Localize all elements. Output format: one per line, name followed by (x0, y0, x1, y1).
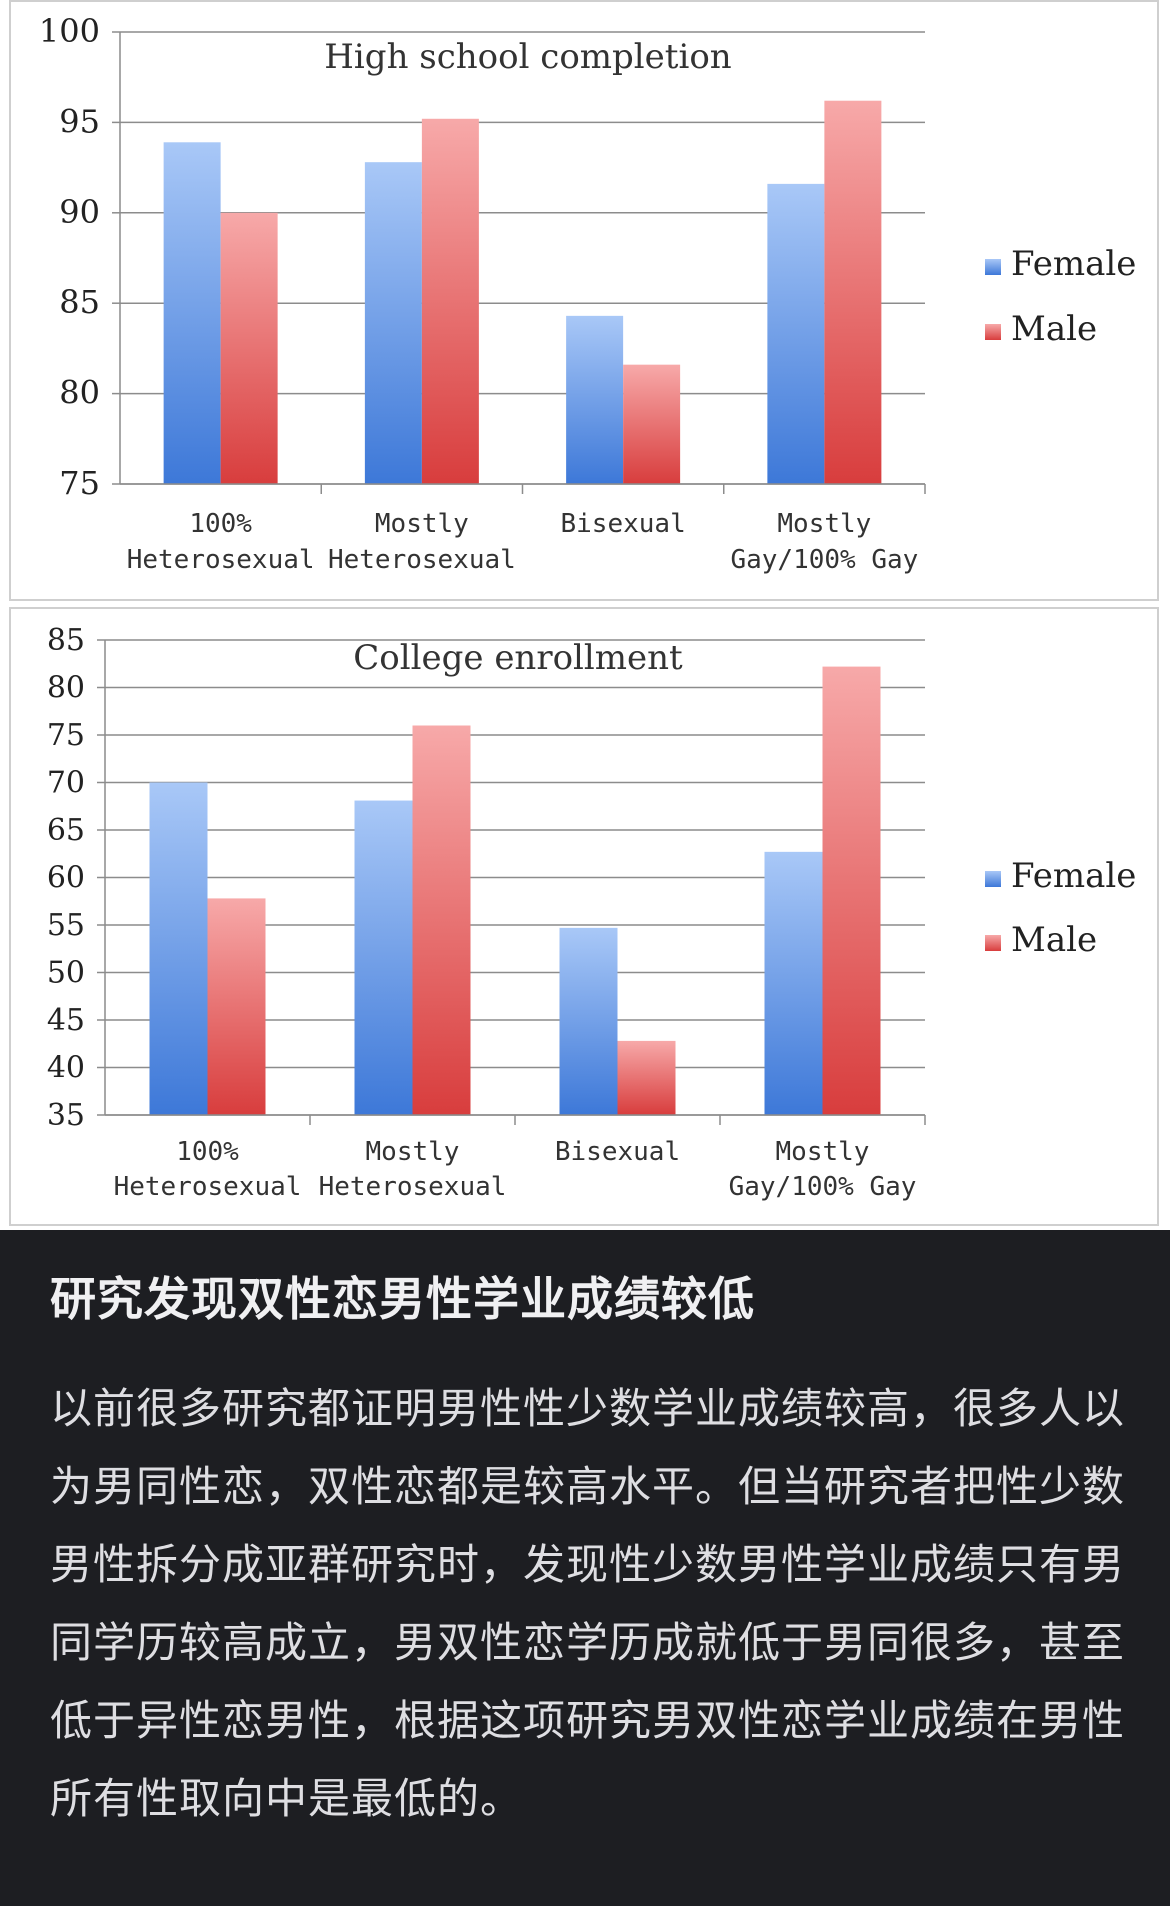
legend-swatch-male (985, 935, 1001, 951)
article-body: 以前很多研究都证明男性性少数学业成绩较高，很多人以为男同性恋，双性恋都是较高水平… (50, 1384, 1126, 1823)
bar-female (566, 315, 624, 484)
x-tick-label: 100% (176, 1137, 239, 1167)
y-tick-label: 85 (59, 283, 100, 321)
legend-swatch-female (985, 259, 1001, 275)
y-tick-label: 100 (39, 12, 100, 50)
bar-female (149, 782, 208, 1115)
x-tick-label: Bisexual (561, 509, 686, 539)
legend-label-female: Female (1011, 244, 1136, 284)
y-tick-label: 55 (47, 908, 85, 943)
bar-male (822, 666, 881, 1115)
bar-male (623, 364, 681, 484)
x-tick-label: Mostly (366, 1137, 460, 1167)
y-tick-label: 90 (59, 193, 100, 231)
x-tick-label: Heterosexual (127, 545, 315, 575)
x-tick-label: Heterosexual (114, 1172, 302, 1202)
bar-male (412, 725, 471, 1115)
legend-label-male: Male (1011, 309, 1097, 349)
chart-college-enrollment: 35 40 45 50 55 60 65 70 75 80 85 100% Heterosexual Mo… (0, 605, 1170, 1230)
article-headline: 研究发现双性恋男性学业成绩较低 (50, 1272, 755, 1326)
y-tick-label: 70 (47, 766, 85, 801)
bar-female (163, 142, 221, 484)
y-tick-label: 85 (47, 623, 85, 658)
legend-label-male: Male (1011, 920, 1097, 960)
x-tick-label: Mostly (375, 509, 469, 539)
y-tick-label: 35 (47, 1098, 85, 1133)
bar-male (617, 1040, 676, 1115)
x-tick-label: Heterosexual (328, 545, 516, 575)
y-tick-label: 75 (59, 464, 100, 502)
y-tick-label: 45 (47, 1003, 85, 1038)
y-tick-label: 75 (47, 718, 85, 753)
x-tick-label: Heterosexual (319, 1172, 507, 1202)
bar-male (220, 212, 278, 485)
chart-svg-high-school: 75 80 85 90 95 100 100% Heterosexual Mostly Heter… (39, 12, 1136, 575)
y-tick-label: 80 (59, 374, 100, 412)
bar-female (767, 183, 825, 484)
y-tick-label: 60 (47, 861, 85, 896)
bar-male (824, 100, 882, 484)
x-tick-label: Gay/100% Gay (729, 1172, 917, 1202)
x-tick-label: Gay/100% Gay (730, 545, 918, 575)
y-tick-label: 95 (59, 102, 100, 140)
bar-male (421, 118, 479, 484)
legend-label-female: Female (1011, 856, 1136, 896)
x-tick-label: Mostly (777, 509, 871, 539)
chart-high-school-completion: 75 80 85 90 95 100 100% Heterosexual Mostly Heter… (0, 0, 1170, 605)
bar-female (354, 800, 413, 1115)
y-tick-label: 40 (47, 1051, 85, 1086)
legend-swatch-male (985, 324, 1001, 340)
chart-title: College enrollment (353, 638, 683, 678)
x-tick-label: 100% (189, 509, 252, 539)
y-tick-label: 50 (47, 956, 85, 991)
bar-female (559, 927, 618, 1115)
chart-title: High school completion (324, 37, 731, 77)
bar-male (207, 898, 266, 1115)
article-section: 研究发现双性恋男性学业成绩较低 以前很多研究都证明男性性少数学业成绩较高，很多人… (0, 1230, 1170, 1906)
bar-female (364, 162, 422, 484)
chart-svg-college: 35 40 45 50 55 60 65 70 75 80 85 100% Heterosexual Mo… (47, 623, 1137, 1202)
y-tick-label: 65 (47, 813, 85, 848)
x-tick-label: Mostly (776, 1137, 870, 1167)
bar-female (764, 851, 823, 1115)
x-tick-label: Bisexual (555, 1137, 680, 1167)
y-tick-label: 80 (47, 671, 85, 706)
legend-swatch-female (985, 871, 1001, 887)
